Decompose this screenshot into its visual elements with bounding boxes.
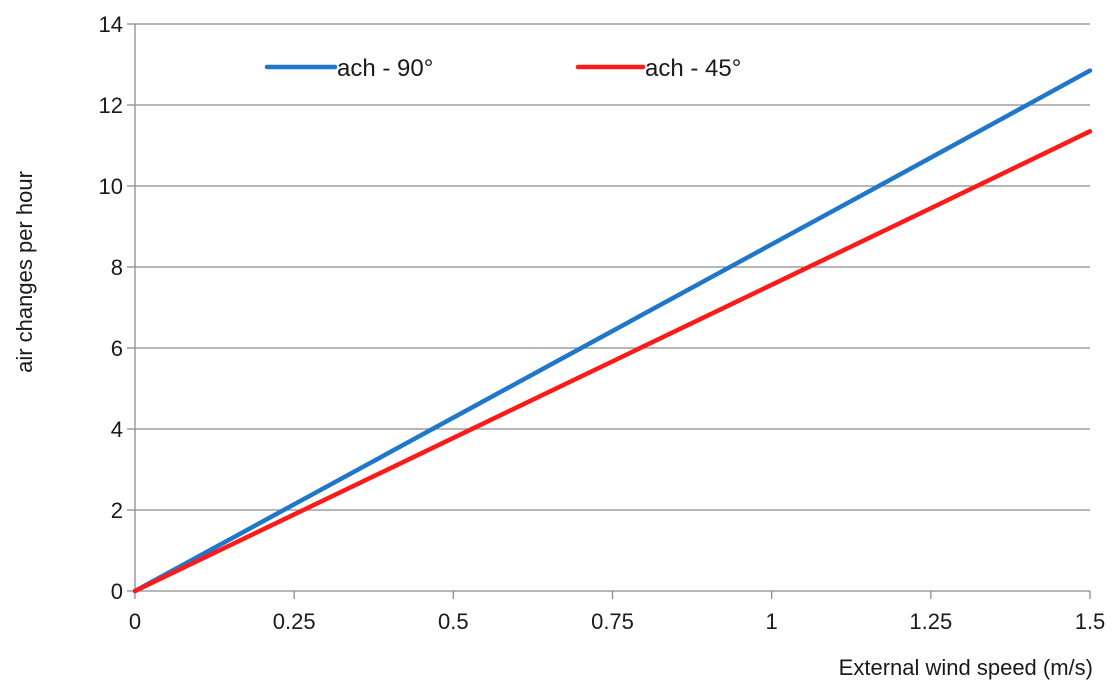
x-tick-label: 1.5 xyxy=(1075,609,1106,634)
y-tick-label: 14 xyxy=(99,12,123,37)
x-tick-labels: 0 0.25 0.5 0.75 1 1.25 1.5 xyxy=(129,609,1105,634)
legend-label-ach-45: ach - 45° xyxy=(645,55,741,82)
x-tick-label: 1 xyxy=(766,609,778,634)
x-tick-label: 0.75 xyxy=(591,609,634,634)
legend-label-ach-90: ach - 90° xyxy=(337,55,433,82)
y-tick-label: 2 xyxy=(111,498,123,523)
y-tick-label: 12 xyxy=(99,93,123,118)
axes xyxy=(127,23,1091,599)
y-tick-label: 4 xyxy=(111,417,123,442)
y-tick-label: 6 xyxy=(111,336,123,361)
y-tick-label: 0 xyxy=(111,579,123,604)
y-tick-label: 8 xyxy=(111,255,123,280)
x-tick-label: 1.25 xyxy=(909,609,952,634)
series-line-ach-45 xyxy=(132,129,1093,594)
y-tick-labels: 0 2 4 6 8 10 12 14 xyxy=(99,12,123,604)
legend: ach - 90° ach - 45° xyxy=(264,55,741,82)
series-line-ach-90 xyxy=(132,68,1093,594)
x-tick-label: 0 xyxy=(129,609,141,634)
gridlines xyxy=(135,23,1090,511)
x-tick-label: 0.25 xyxy=(273,609,316,634)
series-lines xyxy=(132,68,1093,594)
x-tick-label: 0.5 xyxy=(438,609,469,634)
y-tick-label: 10 xyxy=(99,174,123,199)
x-axis-title: External wind speed (m/s) xyxy=(839,655,1093,680)
y-axis-title: air changes per hour xyxy=(12,171,37,373)
